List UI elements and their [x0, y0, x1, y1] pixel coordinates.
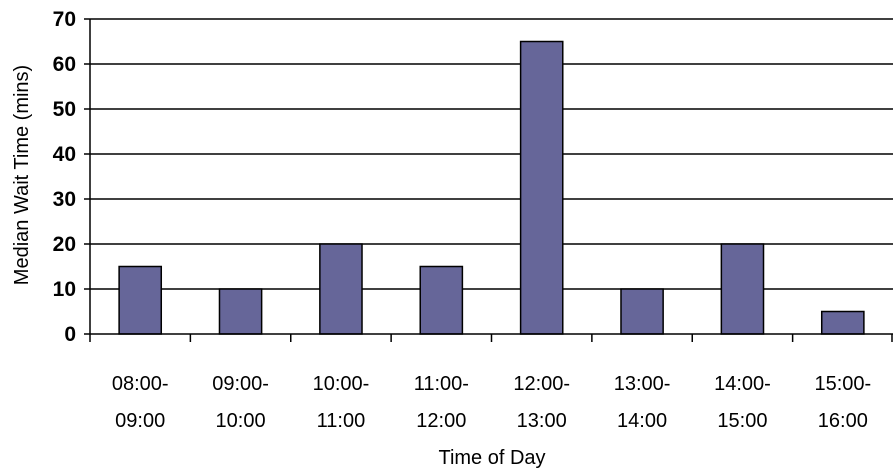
x-tick-label: 14:00- 15:00 [714, 373, 771, 432]
bars [118, 40, 865, 335]
x-tick-label-line: 12:00 [416, 410, 466, 432]
y-tick-label: 10 [53, 278, 76, 301]
x-tick-label-line: 09:00 [115, 410, 165, 432]
gridlines [90, 18, 893, 290]
x-tick-label: 13:00- 14:00 [614, 373, 671, 432]
x-tick-label: 08:00- 09:00 [112, 373, 169, 432]
x-tick-label-line: 09:00- [212, 373, 269, 395]
y-tick-label: 0 [64, 323, 76, 346]
y-tick-label: 60 [53, 53, 76, 76]
x-tick-label-line: 12:00- [513, 373, 570, 395]
x-tick-label: 11:00- 12:00 [414, 373, 469, 432]
bar [519, 40, 564, 335]
y-tick-label: 50 [53, 98, 76, 121]
x-tick-label: 15:00- 16:00 [814, 373, 871, 432]
bar [218, 288, 263, 335]
bar [720, 243, 765, 335]
x-tick-label: 10:00- 11:00 [313, 373, 370, 432]
x-tick-label-line: 08:00- [112, 373, 169, 395]
y-tick-label: 40 [53, 143, 76, 166]
x-tick-label-line: 14:00- [714, 373, 771, 395]
x-tick-label: 12:00- 13:00 [513, 373, 570, 432]
x-tick-label-line: 16:00 [818, 410, 868, 432]
axes [84, 18, 893, 342]
x-tick-label-line: 10:00- [313, 373, 370, 395]
y-tick-labels: 0 10 20 30 40 50 60 70 [53, 8, 76, 346]
x-tick-label-line: 15:00 [717, 410, 767, 432]
x-tick-label-line: 15:00- [814, 373, 871, 395]
x-tick-label-line: 11:00 [317, 410, 366, 432]
x-tick-label: 09:00- 10:00 [212, 373, 269, 432]
y-tick-label: 70 [53, 8, 76, 31]
x-tick-labels: 08:00-09:0009:00-10:0010:00-11:0011:00-1… [112, 373, 871, 432]
bar [419, 265, 464, 335]
bar [319, 243, 363, 335]
x-axis-label: Time of Day [438, 447, 545, 469]
x-tick-label-line: 13:00- [614, 373, 671, 395]
x-tick-label-line: 13:00 [517, 410, 567, 432]
bar [820, 310, 865, 335]
y-tick-label: 30 [53, 188, 76, 211]
y-tick-label: 20 [53, 233, 76, 256]
x-tick-label-line: 10:00 [216, 410, 266, 432]
bar [118, 265, 163, 335]
x-tick-label-line: 11:00- [414, 373, 469, 395]
x-tick-label-line: 14:00 [617, 410, 667, 432]
y-axis-label: Median Wait Time (mins) [11, 65, 33, 285]
bar [620, 288, 664, 335]
